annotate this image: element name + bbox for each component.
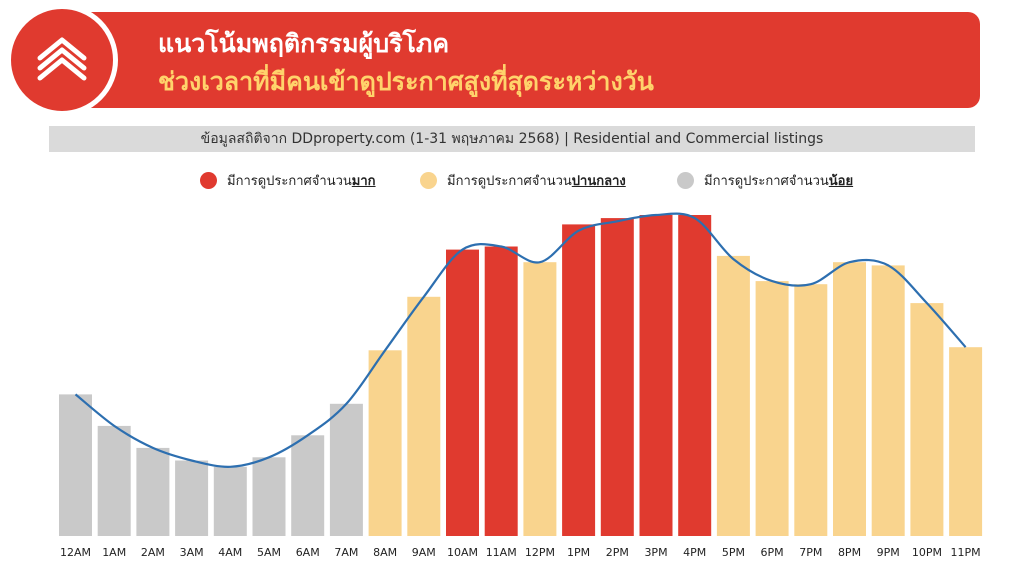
ddproperty-logo: [6, 4, 118, 116]
x-tick-label: 10PM: [912, 546, 942, 559]
legend-label-emphasis: น้อย: [828, 174, 854, 189]
legend-label-emphasis: มาก: [351, 174, 376, 189]
bar-1am: [97, 425, 131, 536]
bar-4pm: [678, 215, 712, 536]
x-tick-label: 10AM: [447, 546, 478, 559]
bar-5am: [252, 457, 286, 536]
x-tick-label: 3AM: [180, 546, 204, 559]
x-tick-label: 4PM: [683, 546, 706, 559]
legend-dot-low: [677, 172, 694, 189]
header-banner: [60, 12, 980, 108]
bar-11am: [484, 246, 518, 536]
bar-6am: [291, 435, 325, 536]
legend-label-prefix: มีการดูประกาศจำนวน: [227, 174, 352, 189]
x-tick-label: 6AM: [296, 546, 320, 559]
bar-6pm: [755, 281, 789, 536]
x-tick-label: 8PM: [838, 546, 861, 559]
x-tick-label: 5PM: [722, 546, 745, 559]
x-tick-label: 9AM: [412, 546, 436, 559]
data-source-note: ข้อมูลสถิติจาก DDproperty.com (1-31 พฤษภ…: [49, 126, 975, 152]
trend-line: [74, 212, 967, 468]
bar-4am: [213, 466, 247, 536]
x-tick-label: 9PM: [877, 546, 900, 559]
chart-subtitle: ช่วงเวลาที่มีคนเข้าดูประกาศสูงที่สุดระหว…: [158, 67, 654, 96]
x-tick-label: 3PM: [644, 546, 667, 559]
legend-item-low: มีการดูประกาศจำนวน น้อย: [677, 170, 853, 191]
legend-item-high: มีการดูประกาศจำนวน มาก: [200, 170, 376, 191]
house-stack-icon: [37, 37, 87, 81]
x-tick-label: 2AM: [141, 546, 165, 559]
x-tick-label: 5AM: [257, 546, 281, 559]
bar-7pm: [794, 284, 828, 536]
bar-7am: [329, 403, 363, 536]
bar-9am: [407, 296, 441, 536]
x-tick-label: 12AM: [60, 546, 91, 559]
bar-1pm: [562, 224, 596, 536]
legend-label-prefix: มีการดูประกาศจำนวน: [704, 174, 829, 189]
bar-3pm: [639, 215, 673, 536]
bar-10pm: [910, 303, 944, 536]
legend-dot-mid: [420, 172, 437, 189]
x-tick-label: 1PM: [567, 546, 590, 559]
x-tick-label: 12PM: [525, 546, 555, 559]
bar-11pm: [949, 347, 983, 536]
legend-label-prefix: มีการดูประกาศจำนวน: [447, 174, 572, 189]
bar-2pm: [600, 218, 634, 536]
bar-12am: [59, 394, 92, 536]
bar-9pm: [871, 265, 905, 536]
x-tick-label: 8AM: [373, 546, 397, 559]
x-tick-label: 2PM: [606, 546, 629, 559]
legend-item-mid: มีการดูประกาศจำนวน ปานกลาง: [420, 170, 626, 191]
chart-legend: มีการดูประกาศจำนวน มาก มีการดูประกาศจำนวน…: [0, 170, 1024, 194]
x-tick-label: 11AM: [486, 546, 517, 559]
x-tick-label: 7PM: [799, 546, 822, 559]
bar-3am: [175, 460, 209, 536]
bar-2am: [136, 447, 170, 536]
x-tick-label: 7AM: [334, 546, 358, 559]
legend-label-emphasis: ปานกลาง: [571, 174, 626, 189]
chart-title: แนวโน้มพฤติกรรมผู้บริโภค: [158, 29, 450, 58]
bar-5pm: [716, 255, 750, 536]
x-tick-label: 6PM: [761, 546, 784, 559]
bar-8am: [368, 350, 402, 536]
x-tick-label: 1AM: [102, 546, 126, 559]
x-tick-label: 11PM: [951, 546, 981, 559]
bar-10am: [446, 249, 479, 536]
bar-12pm: [523, 262, 557, 536]
legend-dot-high: [200, 172, 217, 189]
bar-8pm: [833, 262, 866, 536]
x-tick-label: 4AM: [218, 546, 242, 559]
